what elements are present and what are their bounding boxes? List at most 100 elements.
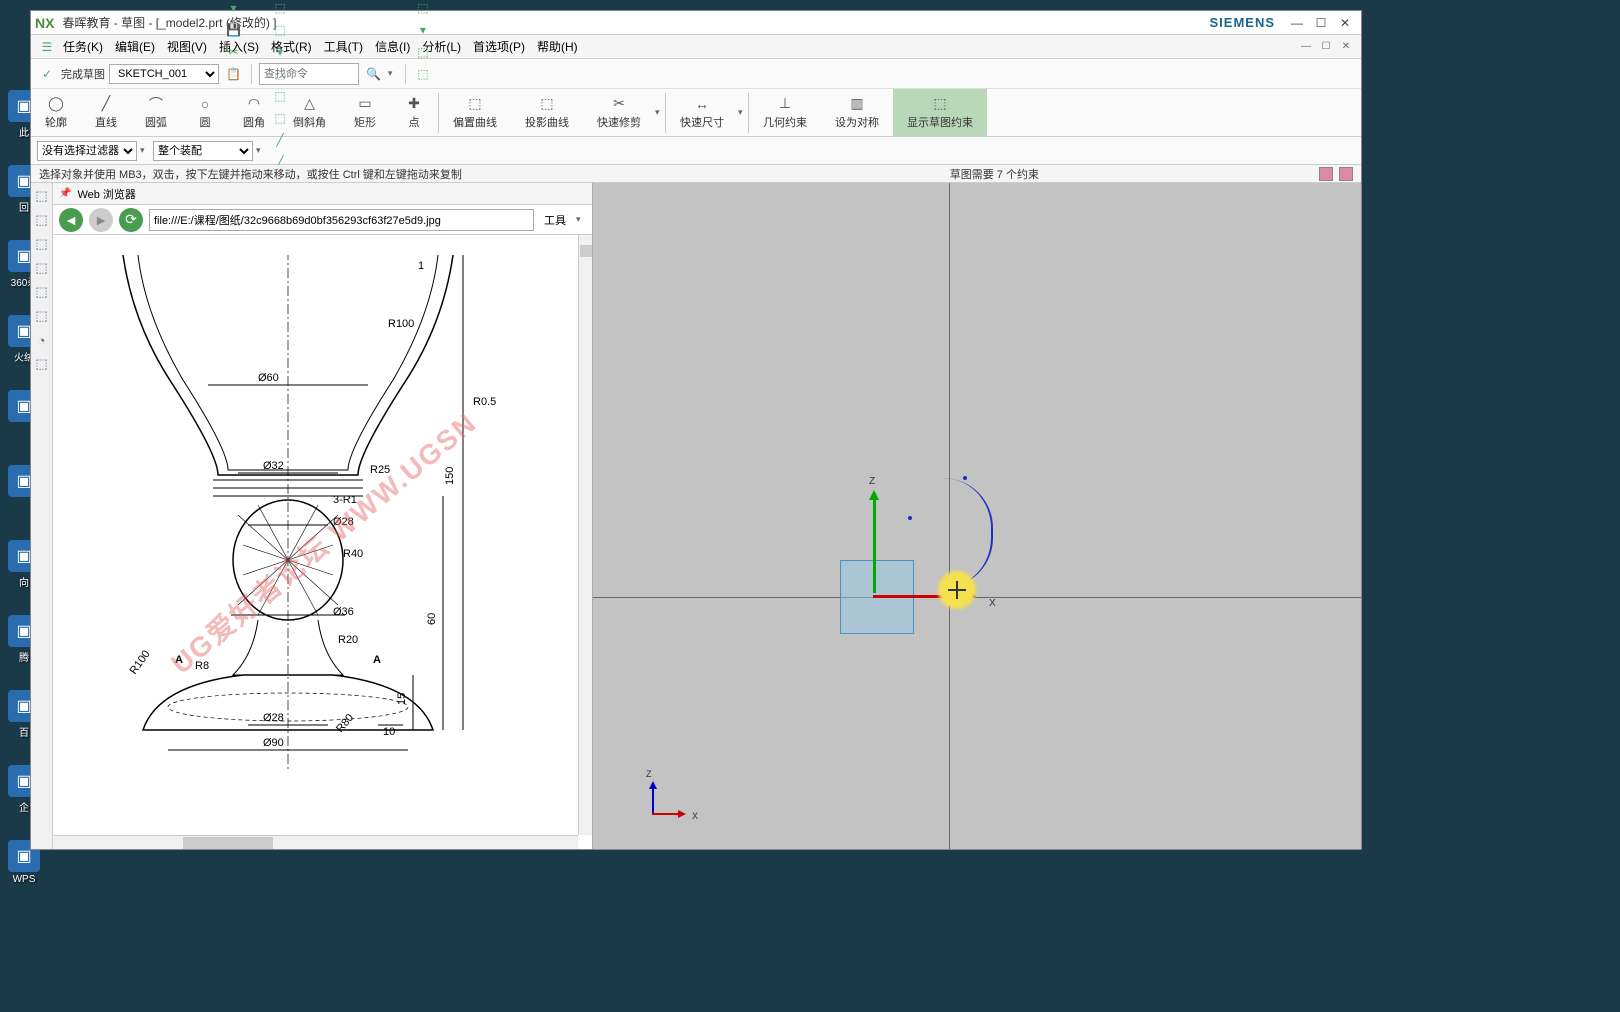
vertical-scrollbar[interactable] — [578, 235, 592, 835]
browser-title: Web 浏览器 — [77, 186, 135, 202]
ribbon-几何约束[interactable]: ⊥几何约束 — [749, 89, 821, 136]
selection-toolbar-icon[interactable]: ╱ — [269, 129, 291, 151]
sketch-point[interactable] — [963, 476, 967, 480]
ribbon-icon: ⬚ — [465, 96, 485, 112]
ribbon-矩形[interactable]: ▭矩形 — [340, 89, 390, 136]
ribbon-label: 轮廓 — [45, 114, 67, 130]
ribbon-设为对称[interactable]: ▥设为对称 — [821, 89, 893, 136]
toolbar-icon[interactable]: ✂ — [223, 41, 244, 63]
inner-close-button[interactable]: ✕ — [1337, 39, 1355, 55]
ribbon-icon: ╱ — [96, 96, 116, 112]
ribbon-轮廓[interactable]: ◯ 轮廓 — [31, 89, 81, 136]
nav-refresh-button[interactable]: ⟳ — [119, 208, 143, 232]
ribbon-直线[interactable]: ╱ 直线 — [81, 89, 131, 136]
resource-tab-icon[interactable]: ⬚ — [33, 187, 51, 205]
status-icon-1[interactable] — [1319, 167, 1333, 181]
cursor-crosshair-icon — [948, 581, 966, 599]
status-icon-2[interactable] — [1339, 167, 1353, 181]
selection-toolbar-icon[interactable]: ⬚ — [269, 19, 291, 41]
maximize-button[interactable]: ☐ — [1309, 13, 1333, 33]
sketch-point[interactable] — [908, 516, 912, 520]
svg-text:R80: R80 — [334, 712, 356, 735]
nav-back-button[interactable]: ◄ — [59, 208, 83, 232]
inner-minimize-button[interactable]: — — [1297, 39, 1315, 55]
selection-toolbar-icon[interactable]: ⬚ — [269, 85, 291, 107]
ribbon-label: 快速尺寸 — [680, 114, 724, 130]
ribbon-label: 投影曲线 — [525, 114, 569, 130]
svg-text:R20: R20 — [338, 634, 358, 646]
scrollbar-thumb[interactable] — [580, 245, 592, 257]
search-icon[interactable]: 🔍 — [363, 63, 384, 85]
ribbon-快速修剪[interactable]: ✂快速修剪 — [583, 89, 655, 136]
ribbon-icon: ✂ — [609, 96, 629, 112]
sketch-canvas[interactable]: Z X Z X — [593, 183, 1361, 849]
toolbar-icon[interactable]: 📋 — [223, 63, 244, 85]
ribbon-点[interactable]: ✚点 — [390, 89, 438, 136]
resource-tab-icon[interactable]: ⬚ — [33, 259, 51, 277]
menu-item[interactable]: 帮助(H) — [531, 40, 584, 54]
menu-item[interactable]: 视图(V) — [161, 40, 213, 54]
selection-toolbar-icon[interactable]: ⬚ — [269, 107, 291, 129]
resource-tab-icon[interactable]: ⬚ — [33, 235, 51, 253]
resource-tab-icon[interactable]: ◔ — [33, 331, 51, 349]
ribbon-快速尺寸[interactable]: ↔快速尺寸 — [666, 89, 738, 136]
finish-sketch-label[interactable]: 完成草图 — [61, 66, 105, 82]
selection-toolbar-icon[interactable]: ▾ — [269, 41, 291, 63]
selection-filter-select[interactable]: 没有选择过滤器 — [37, 141, 137, 161]
x-axis-label: X — [989, 598, 996, 609]
resource-tab-icon[interactable]: ⬚ — [33, 307, 51, 325]
browser-tools-button[interactable]: 工具 — [540, 212, 570, 228]
minimize-button[interactable]: — — [1285, 13, 1309, 33]
tools-dropdown-icon[interactable]: ▾ — [576, 214, 586, 225]
inner-restore-button[interactable]: ☐ — [1317, 39, 1335, 55]
svg-text:R100: R100 — [128, 648, 153, 676]
toolbar-icon[interactable]: ⬚ — [413, 41, 433, 63]
search-dropdown-icon[interactable]: ▾ — [388, 68, 398, 79]
ribbon-icon: ◯ — [46, 96, 66, 112]
status-constraints: 草图需要 7 个约束 — [670, 166, 1319, 182]
selection-toolbar-icon[interactable]: ⬚ — [269, 63, 291, 85]
resource-tab-icon[interactable]: ⬚ — [33, 355, 51, 373]
menu-item[interactable]: 首选项(P) — [467, 40, 531, 54]
menu-item[interactable]: 编辑(E) — [109, 40, 161, 54]
horizontal-scrollbar[interactable] — [53, 835, 578, 849]
assembly-filter-select[interactable]: 整个装配 — [153, 141, 253, 161]
view-triad[interactable]: Z X — [648, 779, 688, 819]
finish-sketch-icon[interactable]: ✓ — [37, 63, 57, 85]
url-input[interactable] — [149, 209, 534, 231]
svg-text:3-R1: 3-R1 — [333, 494, 357, 506]
toolbar-icon[interactable]: ▾ — [223, 0, 244, 19]
resource-bar: ⬚ ⬚ ⬚ ⬚ ⬚ ⬚ ◔ ⬚ — [31, 183, 53, 849]
svg-text:Ø28: Ø28 — [333, 516, 354, 528]
ribbon-icon: ▥ — [847, 96, 867, 112]
ribbon-偏置曲线[interactable]: ⬚偏置曲线 — [439, 89, 511, 136]
resource-tab-icon[interactable]: ⬚ — [33, 211, 51, 229]
toolbar-icon[interactable]: ▾ — [413, 19, 433, 41]
selection-toolbar-icon[interactable]: ⬚ — [269, 0, 291, 19]
toolbar-icon[interactable]: ⬚ — [413, 0, 433, 19]
toolbar-icon[interactable]: ⬚ — [413, 63, 433, 85]
task-menu-icon[interactable]: ☰ — [37, 36, 57, 58]
nav-forward-button[interactable]: ► — [89, 208, 113, 232]
svg-text:R40: R40 — [343, 548, 363, 560]
z-axis-label: Z — [869, 476, 875, 487]
ribbon-icon: ✚ — [404, 96, 424, 112]
ribbon-label: 直线 — [95, 114, 117, 130]
ribbon-圆弧[interactable]: ⌒圆弧 — [131, 89, 181, 136]
ribbon-显示草图约束[interactable]: ⬚显示草图约束 — [893, 89, 987, 136]
menu-item[interactable]: 信息(I) — [369, 40, 416, 54]
status-hint: 选择对象并使用 MB3，双击，按下左键并拖动来移动，或按住 Ctrl 键和左键拖… — [39, 166, 670, 182]
ribbon-icon: ▭ — [355, 96, 375, 112]
sketch-name-select[interactable]: SKETCH_001 — [109, 64, 219, 84]
menu-item[interactable]: 工具(T) — [318, 40, 369, 54]
resource-tab-icon[interactable]: ⬚ — [33, 283, 51, 301]
menu-item[interactable]: 任务(K) — [57, 40, 109, 54]
pin-icon[interactable]: 📌 — [59, 188, 71, 199]
scrollbar-thumb[interactable] — [183, 837, 273, 849]
browser-nav: ◄ ► ⟳ 工具 ▾ — [53, 205, 592, 235]
close-button[interactable]: ✕ — [1333, 13, 1357, 33]
ribbon-投影曲线[interactable]: ⬚投影曲线 — [511, 89, 583, 136]
ribbon-icon: ⬚ — [930, 96, 950, 112]
toolbar-icon[interactable]: 💾 — [223, 19, 244, 41]
ribbon-圆[interactable]: ○圆 — [181, 89, 229, 136]
